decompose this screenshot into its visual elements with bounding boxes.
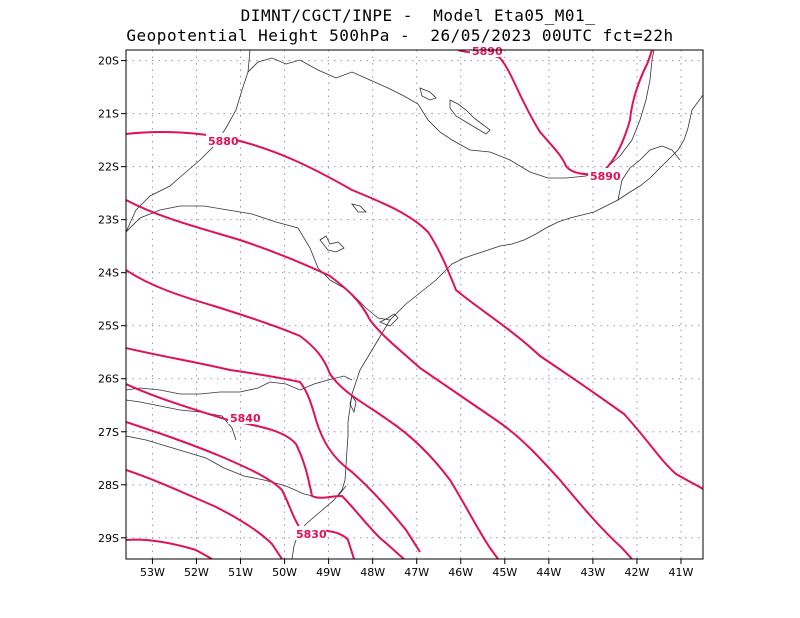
- contour-line: [126, 469, 283, 559]
- state-border-rj: [617, 145, 681, 201]
- tick-label-lat: 29S: [98, 532, 119, 545]
- contour-line: [126, 347, 421, 553]
- reservoir: [319, 235, 345, 253]
- reservoir: [419, 87, 437, 101]
- contour-line: [126, 383, 405, 559]
- tick-label-lon: 53W: [140, 566, 165, 579]
- island: [379, 313, 399, 327]
- tick-label-lon: 50W: [272, 566, 297, 579]
- contour-line: [126, 538, 213, 559]
- tick-label-lon: 46W: [448, 566, 473, 579]
- chart-title-line-1: DIMNT/CGCT/INPE - Model Eta05_M01_: [240, 6, 596, 25]
- contour-labels: 5880 5890 5890 5840 5830: [206, 45, 621, 541]
- tick-label-lat: 21S: [98, 108, 119, 121]
- state-border-sp-mg: [247, 50, 655, 179]
- reservoir: [351, 203, 367, 213]
- contour-line: [126, 269, 499, 559]
- contour-label-5840: 5840: [230, 412, 261, 425]
- map-frame: [125, 49, 704, 560]
- tick-label-lat: 23S: [98, 214, 119, 227]
- contour-label-5880: 5880: [208, 135, 239, 148]
- contour-line: [126, 199, 633, 559]
- tick-label-lon: 51W: [228, 566, 253, 579]
- tick-label-lat: 28S: [98, 479, 119, 492]
- contour-label-5890-top: 5890: [472, 45, 503, 58]
- tick-label-lon: 47W: [404, 566, 429, 579]
- state-border-ms-sp: [126, 71, 249, 233]
- contour-label-5830: 5830: [296, 528, 327, 541]
- contour-label-5890: 5890: [590, 170, 621, 183]
- chart-title-line-2: Geopotential Height 500hPa - 26/05/2023 …: [126, 26, 674, 45]
- tick-label-lat: 27S: [98, 426, 119, 439]
- reservoir: [449, 99, 491, 135]
- tick-label-lon: 52W: [184, 566, 209, 579]
- contour-line: [126, 131, 703, 490]
- tick-label-lon: 43W: [580, 566, 605, 579]
- tick-label-lat: 22S: [98, 161, 119, 174]
- state-border-sc-rs: [126, 435, 347, 499]
- tick-label-lat: 25S: [98, 320, 119, 333]
- coastline: [291, 94, 703, 559]
- geopotential-contours: [126, 50, 703, 559]
- tick-label-lon: 44W: [536, 566, 561, 579]
- grid-lines: [126, 50, 703, 559]
- tick-label-lon: 45W: [492, 566, 517, 579]
- state-border-pr-sc: [126, 375, 353, 395]
- border-argentina: [126, 399, 237, 441]
- state-border-sp-pr: [126, 205, 391, 321]
- tick-label-lat: 20S: [98, 55, 119, 68]
- tick-label-lon: 48W: [360, 566, 385, 579]
- axis-ticks: 53W 52W 51W 50W 49W 48W 47W 46W 45W 44W 43W 42W 41W 2…: [98, 55, 694, 579]
- tick-label-lon: 41W: [669, 566, 694, 579]
- tick-label-lon: 49W: [316, 566, 341, 579]
- tick-label-lon: 42W: [624, 566, 649, 579]
- contour-line: [457, 50, 653, 176]
- island: [349, 395, 357, 414]
- tick-label-lat: 24S: [98, 267, 119, 280]
- coastline-borders: [126, 50, 703, 559]
- tick-label-lat: 26S: [98, 373, 119, 386]
